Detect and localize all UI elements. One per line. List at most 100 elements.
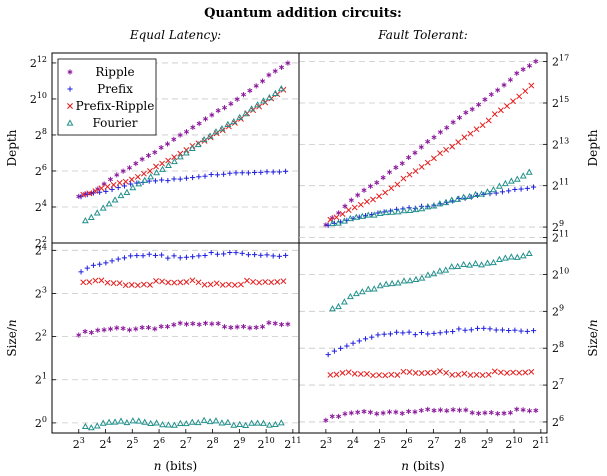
data-point <box>425 139 431 145</box>
data-point <box>370 372 376 379</box>
data-point <box>386 409 393 415</box>
data-point <box>394 329 400 335</box>
data-point <box>522 88 529 95</box>
data-point <box>348 410 354 416</box>
data-point <box>146 251 152 257</box>
data-point <box>245 170 252 176</box>
data-point <box>449 143 456 150</box>
data-point <box>140 170 147 177</box>
data-point <box>418 329 425 336</box>
y-tick-label: 215 <box>552 95 569 110</box>
data-point <box>248 419 256 426</box>
data-point <box>111 418 119 425</box>
data-point <box>145 324 151 331</box>
data-point <box>513 253 521 260</box>
data-point <box>93 209 101 216</box>
data-point <box>107 176 113 182</box>
data-point <box>93 422 101 429</box>
data-point <box>393 164 399 171</box>
data-point <box>92 277 99 284</box>
data-point <box>141 418 149 425</box>
data-point <box>110 181 117 188</box>
data-point <box>406 329 412 335</box>
data-point <box>260 324 266 330</box>
data-point <box>350 340 356 346</box>
data-point <box>450 328 456 335</box>
data-point <box>213 280 220 287</box>
data-point <box>171 154 178 161</box>
x-tick-label: 210 <box>258 436 275 451</box>
y-axis-label: Size/n <box>586 319 600 356</box>
data-point <box>80 191 87 198</box>
data-point <box>526 63 532 69</box>
data-point <box>448 196 456 203</box>
data-point <box>170 157 178 165</box>
data-point <box>177 279 184 286</box>
data-point <box>190 124 196 130</box>
data-point <box>430 202 438 209</box>
data-point <box>512 327 518 333</box>
x-tick-label: 26 <box>400 436 412 451</box>
data-point <box>469 106 475 112</box>
data-point <box>345 369 352 376</box>
data-point <box>431 134 437 140</box>
y-tick-label: 210 <box>552 266 569 281</box>
y-axis-label: Size/n <box>5 319 19 356</box>
data-point <box>528 82 535 89</box>
data-point <box>252 252 258 258</box>
data-point <box>214 172 221 178</box>
data-point <box>481 325 487 331</box>
data-point <box>520 66 526 72</box>
x-tick-label: 25 <box>126 436 138 451</box>
data-point <box>513 175 521 182</box>
data-point <box>105 200 113 207</box>
data-point <box>152 326 158 332</box>
data-point <box>153 419 161 426</box>
data-point <box>194 140 202 148</box>
data-point <box>406 369 413 376</box>
data-point <box>121 255 128 261</box>
data-point <box>361 408 367 415</box>
data-point <box>228 324 234 331</box>
data-point <box>135 417 143 424</box>
data-point <box>437 129 443 135</box>
data-point <box>476 102 482 108</box>
data-point <box>285 60 291 66</box>
data-point <box>260 419 267 426</box>
data-point <box>271 420 279 428</box>
data-point <box>206 132 214 139</box>
y-tick-label: 23 <box>35 285 47 300</box>
data-point <box>103 260 109 266</box>
data-point <box>340 217 348 224</box>
data-point <box>443 369 450 376</box>
data-point <box>467 130 474 137</box>
data-point <box>128 253 134 259</box>
data-point <box>133 160 139 167</box>
data-point <box>473 126 480 133</box>
data-point <box>367 409 373 415</box>
data-point <box>455 139 462 146</box>
data-point <box>248 105 256 112</box>
data-point <box>234 324 240 330</box>
data-point <box>153 277 159 284</box>
data-point <box>478 190 485 197</box>
data-point <box>522 369 529 376</box>
data-point <box>333 371 340 378</box>
data-point <box>455 371 462 378</box>
x-tick-label: 29 <box>233 436 245 451</box>
data-point <box>338 345 344 351</box>
data-point <box>183 279 190 285</box>
data-point <box>450 119 456 125</box>
y-tick-label: 27 <box>552 377 564 392</box>
data-point <box>443 329 450 335</box>
data-point <box>129 417 137 424</box>
data-point <box>370 196 376 203</box>
data-point <box>400 175 407 182</box>
data-point <box>351 204 358 211</box>
data-point <box>358 212 366 219</box>
data-point <box>381 331 387 337</box>
data-point <box>406 171 413 178</box>
data-point <box>351 370 358 377</box>
data-point <box>221 171 227 177</box>
data-point <box>242 421 250 428</box>
